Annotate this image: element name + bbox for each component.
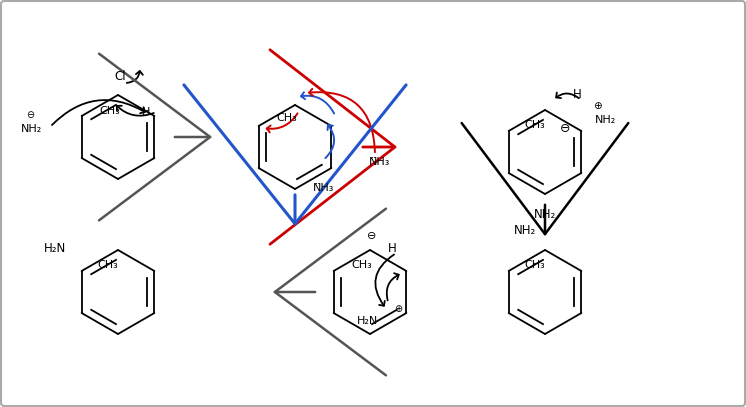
Text: H: H [388,243,397,256]
Text: H₂N: H₂N [357,316,378,326]
Text: ⊕: ⊕ [592,101,601,111]
Text: NH₂: NH₂ [595,115,615,125]
Text: CH₃: CH₃ [524,120,545,130]
Text: N̈H₃: N̈H₃ [313,183,334,193]
Text: H: H [142,107,151,117]
Text: ⊕: ⊕ [395,304,402,314]
Text: NH₂: NH₂ [22,124,43,134]
Text: NH₂: NH₂ [514,223,536,236]
Text: CH₃: CH₃ [351,260,372,270]
Text: NH₂: NH₂ [534,208,556,221]
Text: Cl: Cl [114,70,126,83]
Text: ⊖: ⊖ [26,110,34,120]
Text: ⊖: ⊖ [560,123,571,136]
Text: CH₃: CH₃ [524,260,545,270]
Text: H: H [573,88,581,101]
Text: N̈H₃: N̈H₃ [369,157,391,167]
Text: CH₃: CH₃ [276,113,297,123]
Text: CH₃: CH₃ [99,106,120,116]
Text: CH₃: CH₃ [97,260,118,270]
Text: H₂N: H₂N [44,241,66,254]
Text: ⊖: ⊖ [367,231,377,241]
